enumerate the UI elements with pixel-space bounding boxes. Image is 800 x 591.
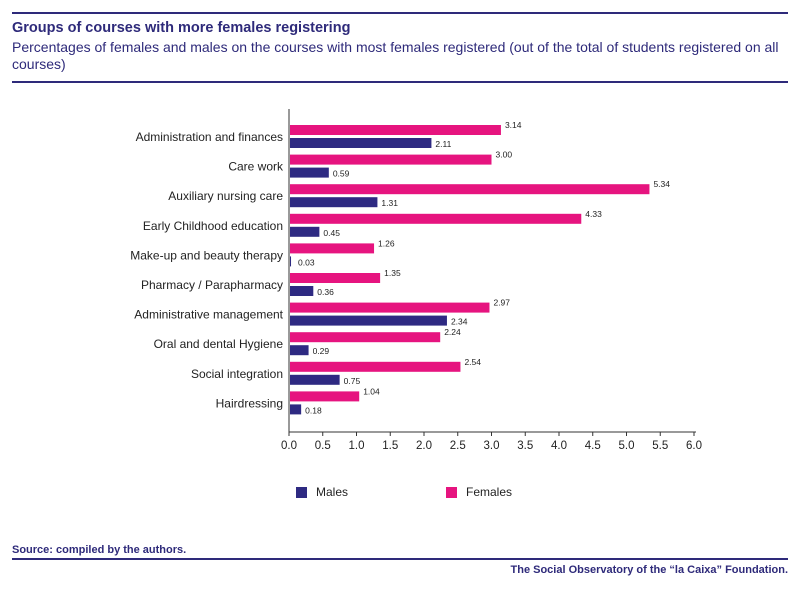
x-tick-label: 3.5	[517, 440, 533, 452]
bar-males	[290, 226, 320, 237]
x-tick-label: 5.0	[619, 440, 635, 452]
bar-males	[290, 374, 340, 385]
data-label-males: 0.36	[317, 287, 334, 297]
header-rule	[12, 81, 788, 83]
category-label: Social integration	[191, 367, 283, 381]
data-label-females: 2.24	[444, 327, 461, 337]
category-label: Auxiliary nursing care	[168, 189, 283, 203]
category-label: Make-up and beauty therapy	[130, 248, 283, 262]
x-tick-label: 6.0	[686, 440, 702, 452]
category-label: Pharmacy / Parapharmacy	[141, 278, 283, 292]
data-label-males: 2.34	[451, 317, 468, 327]
x-tick-label: 2.5	[450, 440, 466, 452]
data-label-males: 0.45	[323, 228, 340, 238]
data-label-males: 0.75	[344, 376, 361, 386]
x-tick-label: 1.5	[382, 440, 398, 452]
category-label: Hairdressing	[216, 396, 283, 410]
data-label-females: 3.00	[496, 150, 513, 160]
legend-label-females: Females	[466, 485, 513, 499]
top-rule	[12, 12, 788, 14]
data-label-males: 2.11	[435, 139, 451, 149]
chart-subtitle: Percentages of females and males on the …	[12, 39, 779, 72]
bar-females	[290, 184, 650, 195]
legend-item-females: Females	[446, 485, 512, 499]
legend-swatch-males	[296, 486, 307, 498]
bar-males	[290, 286, 314, 296]
data-label-females: 1.04	[363, 386, 380, 396]
bar-females	[290, 391, 360, 402]
category-label: Care work	[228, 160, 284, 174]
x-tick-label: 0.0	[281, 440, 297, 452]
bar-females	[290, 243, 375, 254]
bar-females	[290, 361, 461, 372]
bar-chart: 0.0 0.5 1.0 1.5 2.0 2.5 3.0 3.5 4.0 4.5 5.0 5.5 6.0 A…	[130, 109, 702, 452]
x-tick-label: 2.0	[416, 440, 432, 452]
legend-item-males: Males	[296, 485, 348, 499]
chart-title: Groups of courses with more females regi…	[12, 20, 351, 36]
bar-females	[290, 273, 381, 283]
data-label-females: 1.26	[378, 238, 395, 248]
data-label-males: 0.03	[298, 257, 315, 267]
data-label-females: 2.97	[493, 298, 510, 308]
footer-rule	[12, 558, 788, 560]
x-tick-label: 1.0	[349, 440, 365, 452]
footer-credit: The Social Observatory of the “la Caixa”…	[510, 564, 789, 576]
x-tick-label: 4.5	[585, 440, 601, 452]
data-label-males: 0.59	[333, 169, 350, 179]
bar-males	[290, 197, 378, 208]
data-label-females: 5.34	[653, 179, 670, 189]
bar-females	[290, 332, 441, 343]
category-label: Administration and finances	[136, 130, 283, 144]
source-note: Source: compiled by the authors.	[12, 544, 187, 556]
legend-swatch-females	[446, 486, 457, 498]
bar-males	[290, 315, 447, 326]
data-label-females: 1.35	[384, 268, 401, 278]
bar-males	[290, 167, 329, 178]
x-tick-label: 3.0	[484, 440, 500, 452]
bar-males	[290, 138, 432, 148]
x-tick-label: 5.5	[652, 440, 668, 452]
bar-males	[290, 256, 292, 267]
legend-label-males: Males	[316, 485, 349, 499]
bar-females	[290, 154, 492, 165]
data-label-females: 4.33	[585, 209, 602, 219]
bar-females	[290, 213, 582, 224]
category-label: Early Childhood education	[143, 219, 283, 233]
x-tick-label: 4.0	[551, 440, 567, 452]
bar-females	[290, 125, 501, 135]
data-label-males: 1.31	[381, 198, 398, 208]
data-label-females: 2.54	[464, 357, 481, 367]
bar-males	[290, 404, 302, 415]
category-label: Oral and dental Hygiene	[154, 337, 284, 351]
bar-males	[290, 345, 309, 356]
data-label-males: 0.18	[305, 405, 322, 415]
bar-females	[290, 302, 490, 313]
data-label-males: 0.29	[313, 346, 330, 356]
x-tick-label: 0.5	[315, 440, 331, 452]
category-label: Administrative management	[134, 308, 283, 322]
data-label-females: 3.14	[505, 120, 522, 130]
